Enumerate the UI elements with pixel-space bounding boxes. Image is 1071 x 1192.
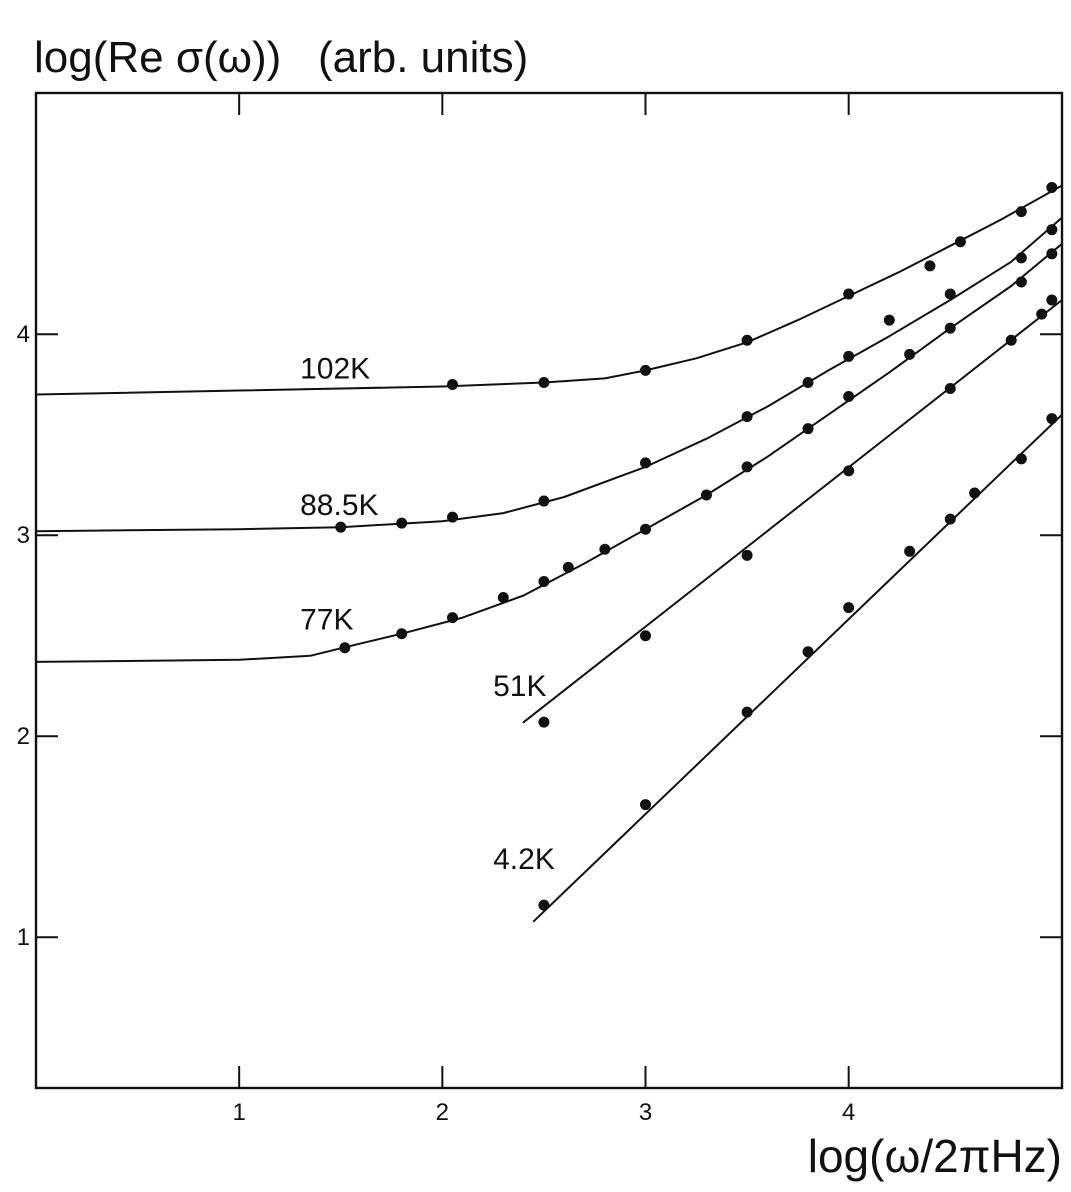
data-point [538, 376, 550, 388]
data-point [640, 523, 652, 535]
data-point [1015, 276, 1027, 288]
data-point [802, 376, 814, 388]
data-point [640, 630, 652, 642]
x-tick-label: 3 [639, 1099, 652, 1126]
data-point [1015, 453, 1027, 465]
data-point [1015, 252, 1027, 264]
data-point [904, 348, 916, 360]
y-axis-title: log(Re σ(ω)) (arb. units) [34, 33, 528, 82]
tick-labels: 1 2 3 4 1 2 3 4 [17, 321, 856, 1126]
data-point [1046, 224, 1058, 236]
data-point [1046, 413, 1058, 425]
y-tick-label: 2 [17, 723, 30, 750]
data-point [562, 561, 574, 573]
data-point [538, 716, 550, 728]
fit-curve-0 [35, 184, 1063, 396]
data-point [335, 521, 347, 533]
data-point [944, 322, 956, 334]
data-point [843, 391, 855, 403]
data-point [446, 511, 458, 523]
data-point [944, 382, 956, 394]
series-label: 77K [300, 604, 353, 637]
axis-ticks [36, 93, 1062, 1088]
fit-curve-4 [532, 413, 1063, 923]
y-tick-label: 4 [17, 321, 30, 348]
data-point [741, 706, 753, 718]
data-point [446, 378, 458, 390]
series-label: 102K [300, 352, 370, 385]
data-point [396, 517, 408, 529]
data-point [538, 899, 550, 911]
fit-curve-2 [35, 242, 1063, 663]
x-tick-label: 2 [436, 1099, 449, 1126]
data-point [802, 423, 814, 435]
data-point [924, 260, 936, 272]
series-labels: 102K 88.5K 77K 51K 4.2K [300, 352, 555, 875]
data-point [741, 461, 753, 473]
y-tick-label: 1 [17, 924, 30, 951]
fit-curve-1 [35, 216, 1063, 533]
series-label: 51K [493, 670, 546, 703]
data-point [741, 549, 753, 561]
data-point [843, 288, 855, 300]
data-point [538, 495, 550, 507]
data-point [640, 364, 652, 376]
x-tick-label: 4 [842, 1099, 855, 1126]
data-point [396, 628, 408, 640]
data-point [538, 575, 550, 587]
data-point [640, 799, 652, 811]
data-point [1036, 308, 1048, 320]
x-axis-title: log(ω/2πHz) [808, 1130, 1062, 1182]
x-tick-label: 1 [232, 1099, 245, 1126]
fit-curves [35, 184, 1063, 923]
data-point [802, 646, 814, 658]
data-point [741, 411, 753, 423]
data-point [843, 602, 855, 614]
data-point [741, 334, 753, 346]
data-point [843, 465, 855, 477]
data-point [944, 288, 956, 300]
y-tick-label: 3 [17, 522, 30, 549]
data-point [497, 592, 509, 604]
data-point [640, 457, 652, 469]
series-label: 4.2K [493, 843, 555, 876]
data-point [954, 236, 966, 248]
data-point [843, 350, 855, 362]
plot-frame [34, 91, 1064, 1090]
data-point [1046, 181, 1058, 193]
data-point [1015, 206, 1027, 218]
data-point [446, 612, 458, 624]
data-point [1005, 334, 1017, 346]
data-point [339, 642, 351, 654]
data-point [883, 314, 895, 326]
data-points [335, 181, 1058, 911]
data-point [1046, 294, 1058, 306]
fit-curve-3 [522, 299, 1063, 724]
data-point [944, 513, 956, 525]
data-point [904, 545, 916, 557]
data-point [969, 487, 981, 499]
series-label: 88.5K [300, 489, 378, 522]
data-point [700, 489, 712, 501]
data-point [599, 543, 611, 555]
data-point [1046, 248, 1058, 260]
